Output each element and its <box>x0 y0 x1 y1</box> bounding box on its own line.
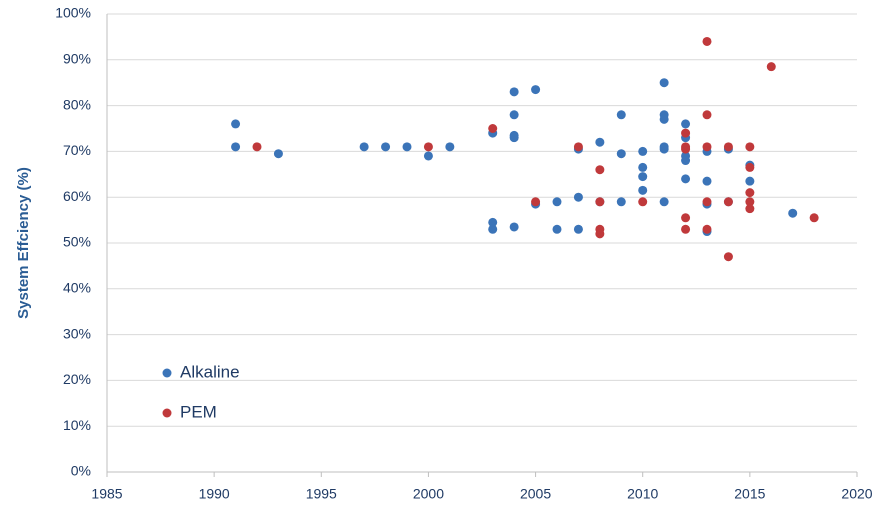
point <box>681 156 691 166</box>
point <box>595 197 605 207</box>
x-tick-label: 2015 <box>734 486 765 502</box>
point <box>423 142 433 152</box>
point <box>702 142 712 152</box>
point <box>809 213 819 223</box>
point <box>745 162 755 172</box>
point <box>531 197 541 207</box>
point <box>509 222 519 232</box>
point <box>681 128 691 138</box>
y-tick-label: 30% <box>63 325 91 341</box>
point <box>595 137 605 147</box>
point <box>723 252 733 262</box>
y-tick-label: 0% <box>71 463 91 479</box>
point <box>745 176 755 186</box>
point <box>488 124 498 133</box>
point <box>702 110 712 120</box>
y-tick-label: 70% <box>63 142 91 158</box>
y-tick-label: 80% <box>63 96 91 112</box>
point <box>595 165 605 175</box>
point <box>766 62 776 72</box>
point <box>359 142 369 152</box>
point <box>552 224 562 234</box>
legend-label: PEM <box>180 402 217 421</box>
point <box>723 142 733 152</box>
point <box>273 149 283 159</box>
point <box>616 197 626 207</box>
point <box>659 78 669 88</box>
point <box>573 224 583 234</box>
point <box>423 151 433 161</box>
y-tick-label: 20% <box>63 371 91 387</box>
point <box>531 85 541 95</box>
point <box>681 174 691 184</box>
point <box>552 197 562 207</box>
legend-marker <box>162 408 172 418</box>
point <box>745 197 755 207</box>
x-tick-label: 2005 <box>520 486 551 502</box>
point <box>616 149 626 159</box>
point <box>488 217 498 227</box>
x-tick-label: 2000 <box>413 486 444 502</box>
point <box>402 142 412 152</box>
y-tick-label: 10% <box>63 417 91 433</box>
point <box>231 142 241 152</box>
point <box>788 208 798 218</box>
y-tick-label: 50% <box>63 234 91 250</box>
point <box>381 142 391 152</box>
point <box>616 110 626 120</box>
x-tick-label: 1995 <box>306 486 337 502</box>
point <box>488 224 498 234</box>
point <box>681 213 691 223</box>
y-tick-label: 60% <box>63 188 91 204</box>
point <box>745 188 755 198</box>
point <box>659 144 669 154</box>
x-tick-label: 1985 <box>91 486 122 502</box>
point <box>681 224 691 234</box>
legend-marker <box>162 368 172 378</box>
point <box>638 146 648 156</box>
y-axis-label: System Effciency (%) <box>15 167 32 319</box>
point <box>573 192 583 202</box>
point <box>509 87 519 97</box>
point <box>702 176 712 186</box>
point <box>659 197 669 207</box>
point <box>595 229 605 239</box>
point <box>723 197 733 207</box>
point <box>638 162 648 172</box>
point <box>659 114 669 124</box>
legend-label: Alkaline <box>180 362 240 381</box>
point <box>638 185 648 195</box>
point <box>745 142 755 152</box>
x-tick-label: 1990 <box>199 486 230 502</box>
point <box>702 224 712 234</box>
point <box>509 110 519 120</box>
x-tick-label: 2020 <box>841 486 872 502</box>
point <box>702 197 712 207</box>
point <box>445 142 455 152</box>
point <box>231 119 241 129</box>
point <box>702 36 712 46</box>
point <box>681 119 691 129</box>
point <box>638 197 648 207</box>
point <box>509 133 519 143</box>
point <box>745 204 755 214</box>
point <box>252 142 262 152</box>
point <box>573 142 583 152</box>
y-tick-label: 100% <box>55 5 91 21</box>
point <box>681 144 691 154</box>
x-tick-label: 2010 <box>627 486 658 502</box>
y-tick-label: 40% <box>63 280 91 296</box>
y-tick-label: 90% <box>63 51 91 67</box>
point <box>638 172 648 182</box>
